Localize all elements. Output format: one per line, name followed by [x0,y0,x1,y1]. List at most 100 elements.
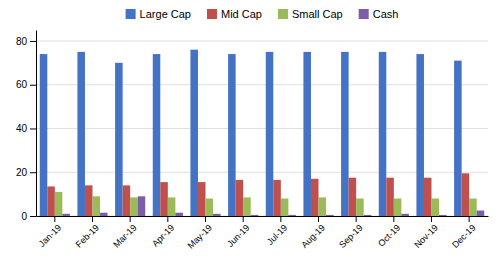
x-tick: Feb-19 [74,216,101,250]
x-axis: Jan-19 Feb-19 Mar-19 Apr-19 May-19 Jun-19 Jul-… [37,216,489,251]
y-tick: 20 [16,167,36,178]
x-tick: Apr-19 [150,216,176,249]
y-axis: 0 20 40 60 80 [16,31,37,222]
y-tick-mark [30,128,36,129]
x-axis-line [37,216,489,217]
x-tick: Mar-19 [111,216,138,250]
x-tick: Jul-19 [265,216,289,247]
x-tick-label: Dec-19 [450,222,478,250]
y-tick: 60 [16,79,36,90]
bar [198,182,206,216]
bar [93,196,101,216]
y-tick: 80 [16,36,36,47]
legend-label: Small Cap [292,8,343,20]
legend-swatch [207,9,217,19]
bar [319,197,327,216]
y-tick-label: 40 [16,123,28,134]
bar [266,52,274,216]
grid-line [36,40,488,41]
bar-series [55,192,477,216]
x-tick-label: Jul-19 [265,222,289,246]
bar [115,63,123,216]
x-tick-mark [54,216,55,222]
bar [77,52,85,216]
legend-item: Small Cap [278,8,343,20]
x-tick-mark [92,216,93,222]
x-tick-mark [130,216,131,222]
bar-series [40,50,462,216]
chart: Jan-19 Feb-19 Mar-19 Apr-19 May-19 Jun-19 Jul-… [0,0,500,262]
bar [424,178,432,216]
legend-label: Large Cap [140,8,191,20]
bars [40,50,484,216]
x-tick-mark [356,216,357,222]
bar [454,61,462,216]
bar [55,192,63,216]
x-tick-mark [280,216,281,222]
x-tick: Dec-19 [450,216,478,250]
bar [356,198,364,216]
bar [160,182,168,216]
bar [236,180,244,216]
bar [251,215,259,216]
bar [281,198,289,216]
x-tick-mark [167,216,168,222]
x-tick: Nov-19 [412,216,440,250]
bar [401,214,409,216]
bar-series [47,173,469,216]
bar [349,178,357,216]
legend-swatch [126,9,136,19]
bar [288,215,296,216]
legend-item: Mid Cap [207,8,262,20]
y-tick-mark [30,85,36,86]
x-tick-label: Aug-19 [299,222,327,250]
bar [394,198,402,216]
x-tick-label: Oct-19 [376,222,402,248]
x-tick-label: Sep-19 [337,222,365,250]
bar [469,198,477,216]
x-tick-label: Apr-19 [150,222,176,248]
y-tick-mark [30,216,36,217]
y-tick-label: 60 [16,79,28,90]
legend-label: Cash [373,8,399,20]
bar [100,213,108,216]
plot: Jan-19 Feb-19 Mar-19 Apr-19 May-19 Jun-19 Jul-… [16,31,489,251]
bar [364,215,372,216]
y-tick-mark [30,41,36,42]
x-tick: Aug-19 [299,216,327,250]
bar [462,173,470,216]
bar [123,185,131,216]
bar [138,196,146,216]
legend-item: Cash [359,8,399,20]
bar [379,52,387,216]
y-tick: 40 [16,123,36,134]
bar [386,178,394,216]
legend-swatch [278,9,288,19]
x-tick-label: Feb-19 [74,222,101,249]
bar [47,186,55,216]
x-tick-mark [205,216,206,222]
x-tick-mark [243,216,244,222]
bar [439,215,447,216]
bar [432,198,440,216]
y-tick-label: 0 [21,211,27,222]
x-tick: May-19 [186,216,214,251]
x-tick-label: Nov-19 [412,222,440,250]
bar [206,198,214,216]
bar [168,197,176,216]
grid [36,41,488,216]
bar [153,54,161,216]
x-tick-label: Jan-19 [37,222,64,249]
y-axis-line [36,31,37,217]
bar [40,54,48,216]
y-tick-mark [30,172,36,173]
x-tick: Jan-19 [37,216,64,249]
legend-swatch [359,9,369,19]
x-tick: Jun-19 [225,216,252,249]
x-tick-label: Mar-19 [111,222,138,249]
bar [190,50,198,216]
bar [477,211,485,216]
x-tick-mark [393,216,394,222]
legend-item: Large Cap [126,8,191,20]
bar [62,214,70,216]
